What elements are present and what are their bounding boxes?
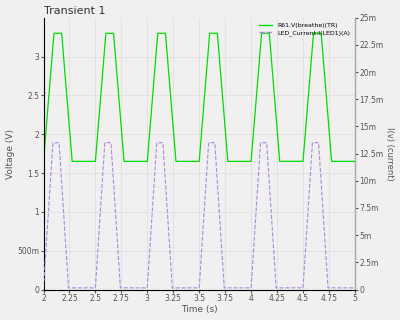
Y-axis label: I(v) (current): I(v) (current) [386, 127, 394, 180]
X-axis label: Time (s): Time (s) [181, 306, 218, 315]
Y-axis label: Voltage (V): Voltage (V) [6, 129, 14, 179]
Legend: R61.V(breathe)(TR), LED_Current:I(LED1)(A): R61.V(breathe)(TR), LED_Current:I(LED1)(… [258, 21, 352, 38]
Text: Transient 1: Transient 1 [44, 5, 105, 16]
